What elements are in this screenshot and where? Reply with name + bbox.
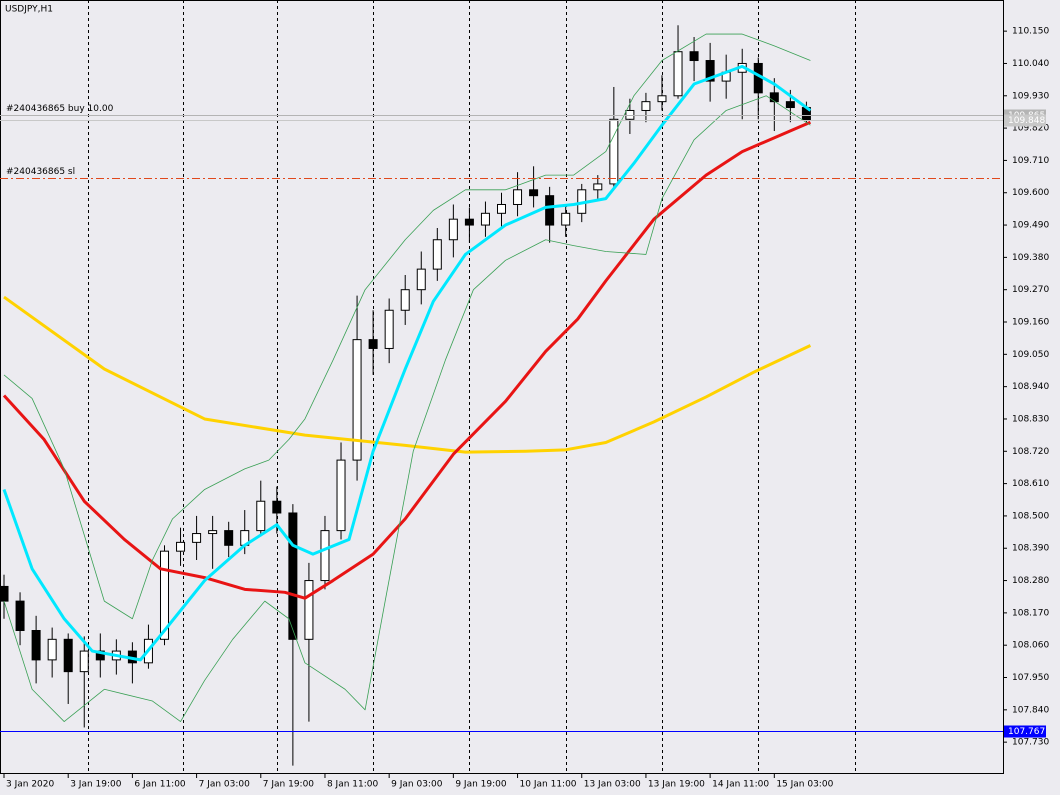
y-tick-label: 110.150	[1012, 27, 1049, 37]
candle-body	[0, 585, 9, 602]
y-tick-label: 109.380	[1012, 253, 1049, 263]
candle-body	[416, 268, 426, 291]
y-tick-label: 109.820	[1012, 124, 1049, 134]
indicator-line	[3, 295, 812, 454]
indicator-line	[3, 33, 811, 620]
candle-body	[208, 530, 218, 535]
y-tick-label: 107.950	[1012, 673, 1049, 683]
price-label-box	[1004, 725, 1046, 738]
x-tick-label: 3 Jan 19:00	[70, 780, 122, 790]
candle-body	[673, 51, 683, 97]
x-tick-label: 9 Jan 03:00	[391, 780, 443, 790]
x-tick-label: 13 Jan 19:00	[648, 780, 705, 790]
candle-body	[609, 118, 619, 185]
x-tick-label: 14 Jan 11:00	[712, 780, 769, 790]
x-tick-label: 10 Jan 11:00	[520, 780, 577, 790]
plot-frame	[0, 0, 1004, 774]
candle-body	[304, 580, 314, 640]
candle-body	[497, 203, 506, 214]
price-line-text: #240436865 sl	[6, 167, 75, 177]
x-tick-label: 8 Jan 11:00	[327, 780, 379, 790]
y-tick-label: 107.730	[1012, 738, 1049, 748]
candle-body	[15, 600, 25, 632]
candle-body	[769, 92, 779, 103]
chart-title: USDJPY,H1	[5, 5, 53, 15]
candle-body	[785, 101, 795, 109]
y-tick-label: 108.830	[1012, 414, 1049, 424]
candle-body	[320, 530, 330, 582]
candle-body	[480, 212, 490, 226]
candle-body	[593, 183, 603, 191]
x-tick-label: 7 Jan 03:00	[199, 780, 251, 790]
candle-body	[625, 109, 635, 120]
y-tick-label: 108.280	[1012, 576, 1049, 586]
x-tick-label: 3 Jan 2020	[6, 780, 54, 790]
price-label-box	[1004, 114, 1046, 127]
candle-body	[272, 500, 282, 514]
candle-body	[336, 459, 346, 532]
y-tick-label: 110.040	[1012, 59, 1049, 69]
price-line-text: #240436865 buy 10.00	[6, 104, 114, 114]
y-tick-label: 108.610	[1012, 479, 1049, 489]
candle-body	[561, 212, 571, 226]
candle-body	[400, 289, 410, 311]
price-label: 107.767	[1008, 727, 1045, 737]
candle-body	[256, 500, 266, 532]
candle-body	[432, 239, 442, 270]
x-tick-label: 6 Jan 11:00	[134, 780, 186, 790]
x-tick-label: 9 Jan 19:00	[455, 780, 507, 790]
candle-body	[545, 195, 555, 226]
indicator-line	[3, 95, 811, 722]
y-tick-label: 109.600	[1012, 188, 1049, 198]
candle-body	[529, 189, 539, 197]
candle-body	[288, 512, 298, 640]
indicator-line	[2, 120, 812, 600]
candle-body	[176, 541, 186, 552]
candle-body	[352, 339, 362, 461]
y-tick-label: 107.840	[1012, 705, 1049, 715]
candle-body	[79, 650, 89, 673]
candle-body	[689, 51, 699, 62]
candle-body	[192, 533, 202, 543]
indicator-line	[2, 64, 812, 662]
price-label: 109.848	[1008, 116, 1045, 126]
y-tick-label: 109.930	[1012, 91, 1049, 101]
y-tick-label: 108.390	[1012, 544, 1049, 554]
candle-body	[448, 218, 458, 241]
candle-body	[159, 550, 169, 640]
candle-body	[641, 101, 651, 111]
y-tick-label: 109.160	[1012, 318, 1049, 328]
candle-body	[705, 60, 715, 82]
candle-body	[513, 189, 523, 205]
y-tick-label: 109.710	[1012, 156, 1049, 166]
y-tick-label: 109.270	[1012, 285, 1049, 295]
y-tick-label: 108.500	[1012, 511, 1049, 521]
candle-body	[31, 630, 41, 661]
x-tick-label: 7 Jan 19:00	[263, 780, 315, 790]
separators	[88, 0, 856, 773]
x-tick-label: 15 Jan 03:00	[776, 780, 833, 790]
candle-body	[63, 638, 73, 673]
candle-body	[368, 339, 378, 349]
y-tick-label: 108.170	[1012, 608, 1049, 618]
x-tick-label: 13 Jan 03:00	[584, 780, 641, 790]
y-tick-label: 108.720	[1012, 447, 1049, 457]
y-tick-label: 109.490	[1012, 221, 1049, 231]
candle-body	[464, 218, 474, 226]
y-tick-label: 109.050	[1012, 350, 1049, 360]
candle-body	[47, 638, 57, 661]
y-tick-label: 108.060	[1012, 641, 1049, 651]
y-tick-label: 108.940	[1012, 382, 1049, 392]
candle-body	[224, 530, 234, 546]
candle-body	[384, 309, 394, 349]
candle-body	[657, 95, 667, 103]
